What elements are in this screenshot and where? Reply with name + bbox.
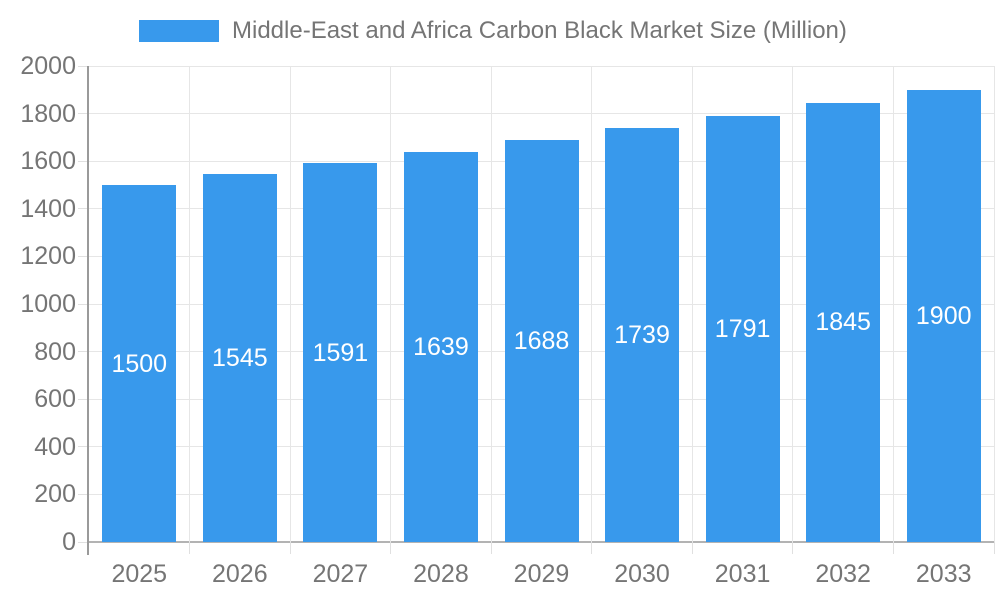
bar-value-label: 1900	[915, 301, 972, 330]
y-axis-tick	[78, 65, 89, 67]
gridline-vertical	[993, 66, 995, 542]
bar-value-label: 1500	[111, 349, 168, 378]
bar-value-label: 1791	[714, 314, 771, 343]
y-axis-label: 1400	[20, 194, 76, 223]
y-axis-line	[87, 66, 89, 555]
x-axis-tick	[390, 542, 392, 554]
x-axis-baseline	[89, 541, 994, 543]
bar-value-label: 1545	[212, 344, 268, 373]
legend[interactable]: Middle-East and Africa Carbon Black Mark…	[139, 17, 847, 45]
gridline-vertical	[189, 66, 191, 542]
y-axis-label: 1200	[20, 242, 76, 271]
x-axis-label: 2030	[614, 560, 670, 588]
y-axis-label: 1000	[20, 290, 76, 318]
x-axis-label: 2025	[111, 560, 168, 588]
x-axis-label: 2031	[714, 560, 771, 588]
bar-value-label: 1739	[614, 321, 670, 350]
y-axis-label: 1600	[20, 147, 76, 176]
x-axis-tick	[792, 542, 794, 554]
legend-swatch	[139, 20, 219, 42]
y-axis-tick	[78, 160, 89, 162]
y-axis-tick	[78, 208, 89, 210]
bar[interactable]	[303, 163, 378, 542]
bar-value-label: 1639	[413, 332, 469, 361]
x-axis-label: 2026	[212, 560, 268, 588]
x-axis-label: 2028	[413, 560, 469, 588]
bar[interactable]	[806, 102, 881, 542]
x-axis-tick	[189, 542, 191, 554]
bar[interactable]	[102, 185, 177, 542]
x-axis-label: 2032	[815, 560, 871, 588]
gridline-vertical	[591, 66, 593, 542]
bar[interactable]	[504, 140, 579, 542]
x-axis-tick	[591, 542, 593, 554]
y-axis-label: 800	[34, 337, 76, 366]
y-axis-tick	[78, 351, 89, 353]
bar-value-label: 1688	[513, 327, 570, 356]
gridline-horizontal	[89, 65, 994, 67]
y-axis-label: 2000	[20, 52, 76, 80]
gridline-vertical	[289, 66, 291, 542]
gridline-vertical	[792, 66, 794, 542]
y-axis-label: 1800	[20, 99, 76, 128]
x-axis-tick	[691, 542, 693, 554]
gridline-vertical	[892, 66, 894, 542]
legend-label: Middle-East and Africa Carbon Black Mark…	[232, 17, 847, 44]
y-axis-label: 600	[34, 385, 76, 414]
gridline-vertical	[691, 66, 693, 542]
x-axis-label: 2033	[915, 560, 972, 588]
x-axis-label: 2029	[513, 560, 570, 588]
y-axis-tick	[78, 303, 89, 305]
bar[interactable]	[403, 151, 478, 542]
gridline-vertical	[490, 66, 492, 542]
y-axis-tick	[78, 446, 89, 448]
x-axis-tick	[892, 542, 894, 554]
y-axis-tick	[78, 493, 89, 495]
bar[interactable]	[906, 89, 981, 542]
y-axis-tick	[78, 541, 89, 543]
x-axis-label: 2027	[312, 560, 369, 588]
y-axis-tick	[78, 398, 89, 400]
gridline-horizontal	[89, 113, 994, 115]
x-axis-tick	[490, 542, 492, 554]
y-axis-tick	[78, 255, 89, 257]
gridline-vertical	[390, 66, 392, 542]
bar-value-label: 1845	[815, 308, 871, 337]
bar[interactable]	[202, 174, 277, 542]
bar-value-label: 1591	[312, 338, 369, 367]
x-axis-tick	[289, 542, 291, 554]
bar[interactable]	[605, 128, 680, 542]
y-axis-tick	[78, 113, 89, 115]
x-axis-tick	[993, 542, 995, 554]
bar[interactable]	[705, 115, 780, 542]
y-axis-label: 400	[34, 432, 76, 461]
y-axis-label: 0	[62, 528, 76, 556]
y-axis-label: 200	[34, 480, 76, 509]
